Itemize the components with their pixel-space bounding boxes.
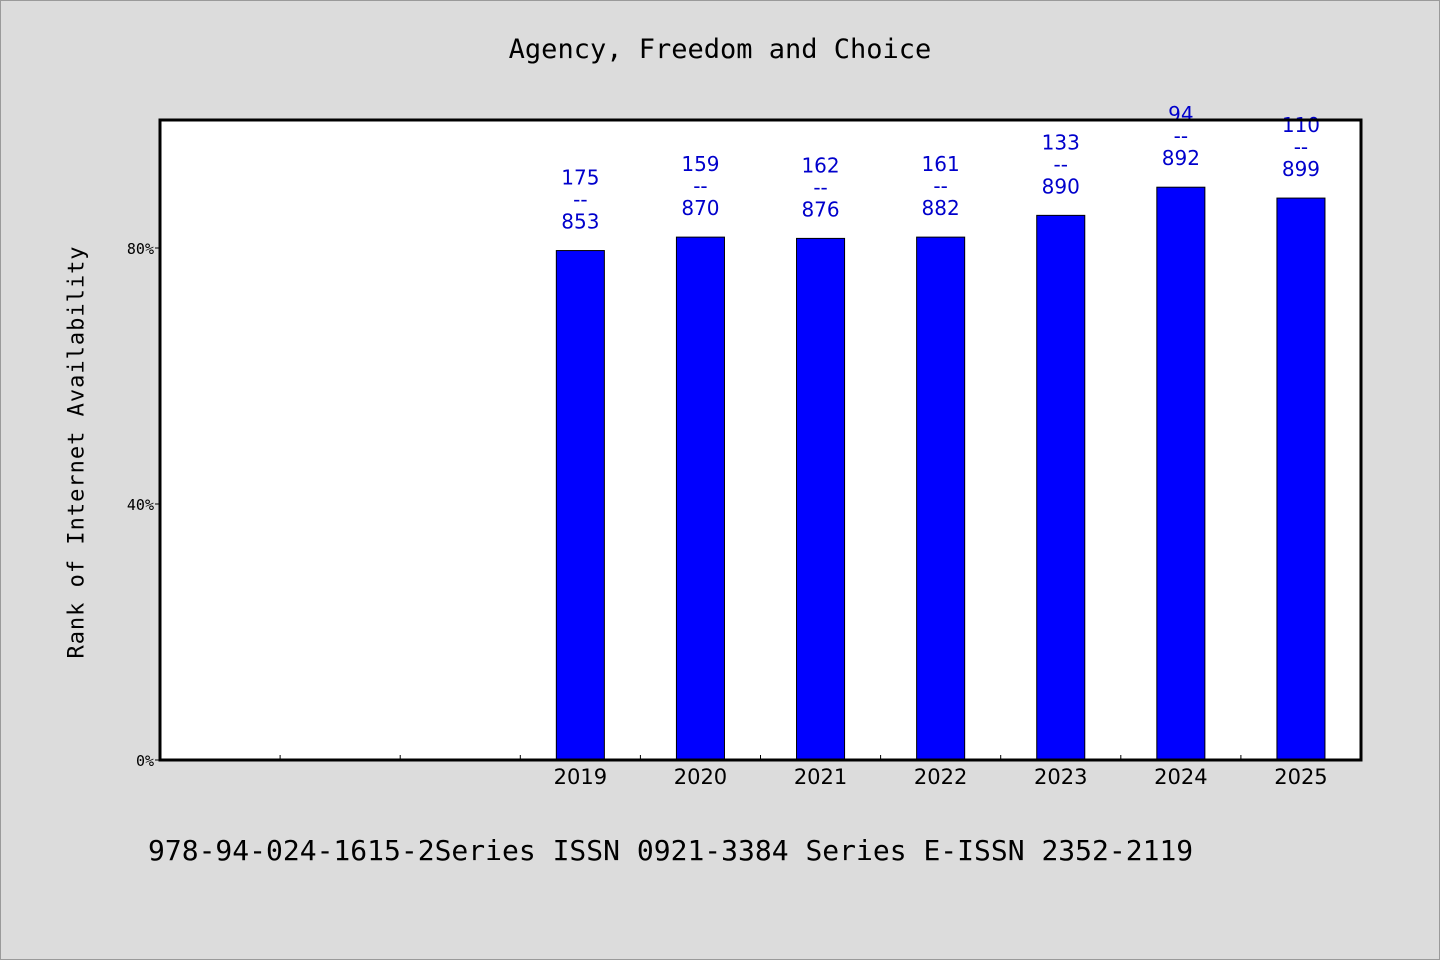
x-tick-label-2021: 2021 xyxy=(794,765,847,789)
data-label-total-2023: 890 xyxy=(1042,174,1080,198)
data-label-total-2025: 899 xyxy=(1282,157,1320,181)
x-tick-label-2022: 2022 xyxy=(914,765,967,789)
bar-2025 xyxy=(1276,197,1326,761)
data-label-rank-2021: 162 xyxy=(801,153,839,177)
y-tick-label-80pct: 80% xyxy=(127,240,154,258)
data-label-sep-2019: -- xyxy=(573,188,587,212)
bar-2022 xyxy=(916,236,966,761)
data-label-total-2024: 892 xyxy=(1162,146,1200,170)
data-label-total-2022: 882 xyxy=(922,196,960,220)
data-label-rank-2020: 159 xyxy=(681,152,719,176)
footer-isbn-issn: 978-94-024-1615-2Series ISSN 0921-3384 S… xyxy=(148,834,1194,867)
x-tick-label-2019: 2019 xyxy=(554,765,607,789)
data-label-total-2019: 853 xyxy=(561,210,599,234)
x-tick-label-2024: 2024 xyxy=(1154,765,1207,789)
data-label-total-2020: 870 xyxy=(681,196,719,220)
data-label-rank-2022: 161 xyxy=(922,152,960,176)
data-label-rank-2025: 110 xyxy=(1282,113,1320,137)
chart-title: Agency, Freedom and Choice xyxy=(508,34,932,65)
bar-2019 xyxy=(555,250,605,761)
bar-2023 xyxy=(1036,214,1086,761)
x-tick-label-2025: 2025 xyxy=(1274,765,1327,789)
data-label-rank-2023: 133 xyxy=(1042,130,1080,154)
data-label-rank-2024: 94 xyxy=(1168,102,1193,126)
y-tick-label-0pct: 0% xyxy=(136,752,154,770)
bar-2020 xyxy=(675,236,725,761)
data-label-sep-2022: -- xyxy=(933,174,947,198)
x-tick-label-2020: 2020 xyxy=(674,765,727,789)
data-label-rank-2019: 175 xyxy=(561,166,599,190)
data-label-sep-2024: -- xyxy=(1174,124,1188,148)
data-label-sep-2023: -- xyxy=(1054,152,1068,176)
data-label-total-2021: 876 xyxy=(801,197,839,221)
y-tick-label-40pct: 40% xyxy=(127,496,154,514)
data-label-sep-2025: -- xyxy=(1294,135,1308,159)
data-label-sep-2020: -- xyxy=(693,174,707,198)
bar-2024 xyxy=(1156,186,1206,761)
x-tick-label-2023: 2023 xyxy=(1034,765,1087,789)
data-label-sep-2021: -- xyxy=(813,175,827,199)
bar-2021 xyxy=(796,237,846,761)
